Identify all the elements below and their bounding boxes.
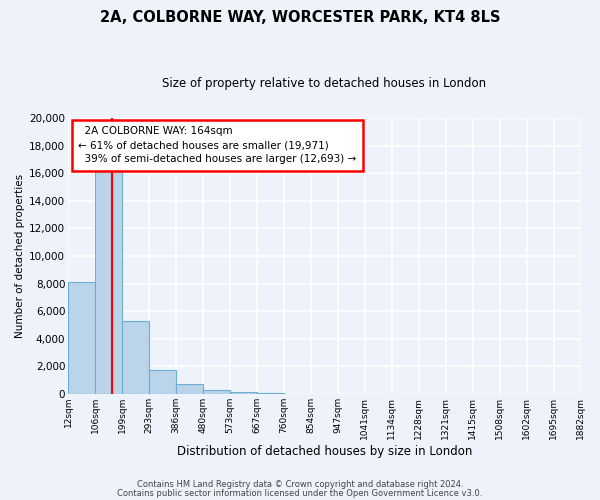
Bar — [176, 384, 203, 394]
Title: Size of property relative to detached houses in London: Size of property relative to detached ho… — [162, 78, 487, 90]
Bar — [68, 282, 95, 394]
Bar — [230, 392, 257, 394]
Y-axis label: Number of detached properties: Number of detached properties — [15, 174, 25, 338]
X-axis label: Distribution of detached houses by size in London: Distribution of detached houses by size … — [176, 444, 472, 458]
Bar — [95, 166, 122, 394]
Text: Contains public sector information licensed under the Open Government Licence v3: Contains public sector information licen… — [118, 489, 482, 498]
Bar — [257, 392, 284, 394]
Text: Contains HM Land Registry data © Crown copyright and database right 2024.: Contains HM Land Registry data © Crown c… — [137, 480, 463, 489]
Bar — [203, 390, 230, 394]
Bar — [122, 321, 149, 394]
Bar — [149, 370, 176, 394]
Text: 2A, COLBORNE WAY, WORCESTER PARK, KT4 8LS: 2A, COLBORNE WAY, WORCESTER PARK, KT4 8L… — [100, 10, 500, 25]
Text: 2A COLBORNE WAY: 164sqm
← 61% of detached houses are smaller (19,971)
  39% of s: 2A COLBORNE WAY: 164sqm ← 61% of detache… — [79, 126, 356, 164]
